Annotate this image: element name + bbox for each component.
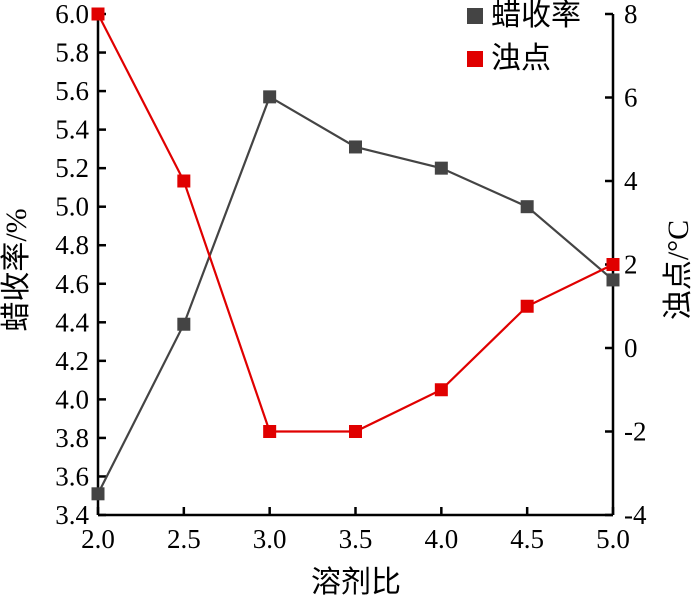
left-y-tick-label: 5.2 [55,153,89,183]
ticks: 2.0 2.5 3.0 3.5 4.0 4.5 5.0 3.4 3.6 3.8 4.0 4.2 4.4 4… [55,0,647,554]
right-y-tick-label: -4 [624,500,647,530]
data-point-cloud-point [91,7,105,21]
x-tick-label: 2.0 [81,524,115,554]
data-point-wax-yield [520,200,534,214]
data-point-cloud-point [520,299,534,313]
left-y-tick-label: 3.4 [55,500,89,530]
left-y-axis-title: 蜡收率/% [0,208,33,331]
left-y-tick-label: 5.8 [55,38,89,68]
right-y-tick-label: 4 [624,166,638,196]
legend-label-wax-yield: 蜡收率 [491,0,581,32]
x-tick-label: 3.0 [253,524,287,554]
x-tick-label: 3.5 [339,524,373,554]
data-point-wax-yield [91,487,105,501]
left-y-tick-label: 4.2 [55,346,89,376]
right-y-tick-label: 2 [624,250,638,280]
left-y-tick-label: 5.6 [55,76,89,106]
x-tick-label: 5.0 [596,524,630,554]
legend-marker-wax-yield [467,8,483,24]
data-point-wax-yield [263,90,277,104]
left-y-tick-label: 5.4 [55,115,89,145]
data-point-cloud-point [349,425,362,438]
right-y-tick-label: 6 [624,83,638,113]
series-layer [91,7,620,501]
right-y-axis-title: 浊点/°C [662,220,695,320]
x-tick-label: 4.5 [510,524,544,554]
legend-label-cloud-point: 浊点 [491,42,551,75]
left-y-tick-label: 4.8 [55,230,89,260]
data-point-wax-yield [606,273,620,287]
data-point-cloud-point [434,383,448,397]
right-y-tick-label: 8 [624,0,638,29]
legend: 蜡收率 浊点 [467,0,581,75]
data-point-cloud-point [263,425,277,438]
left-y-tick-label: 6.0 [55,0,89,29]
left-y-tick-label: 5.0 [55,192,89,222]
x-tick-label: 4.0 [424,524,458,554]
legend-marker-cloud-point [467,51,483,67]
left-y-tick-label: 4.6 [55,269,89,299]
data-point-wax-yield [434,161,448,175]
left-y-tick-label: 3.6 [55,461,89,491]
right-y-tick-label: 0 [624,333,638,363]
right-y-tick-label: -2 [624,417,647,447]
data-point-cloud-point [177,174,191,188]
left-y-tick-label: 4.4 [55,307,89,337]
x-axis-title: 溶剂比 [311,566,401,599]
data-point-cloud-point [606,258,620,271]
x-tick-label: 2.5 [167,524,201,554]
data-point-wax-yield [177,317,191,331]
left-y-tick-label: 4.0 [55,384,89,414]
data-point-wax-yield [349,140,362,154]
left-y-tick-label: 3.8 [55,423,89,453]
series-line-cloud-point [97,13,614,433]
plot-frame [96,14,615,517]
